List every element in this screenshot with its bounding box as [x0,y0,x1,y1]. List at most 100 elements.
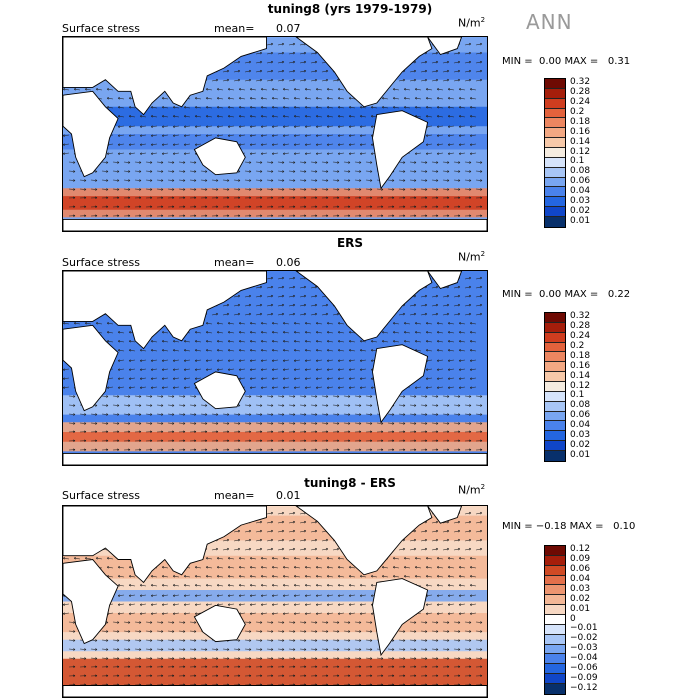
colorbar-swatch [545,624,565,635]
continent-outline [63,90,119,178]
colorbar-swatch [545,451,565,461]
colorbar-swatch [545,674,565,685]
wind-stress-vectors [63,276,483,461]
colorbar-tick-label: 0.28 [570,321,591,332]
panel-2-variable: Surface stress [62,256,140,269]
panel-3-colorbar [544,545,566,695]
colorbar-tick-label: 0.02 [570,593,591,604]
stress-field-band [63,196,487,210]
stress-field-band [63,658,487,686]
colorbar-swatch [545,352,565,363]
colorbar-tick-label: 0.1 [570,156,585,167]
colorbar-swatch [545,157,565,168]
colorbar-swatch [545,431,565,442]
colorbar-tick-label: 0.18 [570,116,591,127]
panel-2-map-svg [63,271,487,465]
colorbar-swatch [545,565,565,576]
panel-1-colorbar [544,78,566,228]
panel-1-mean-label: mean= [214,22,255,35]
colorbar-tick-label: 0.2 [570,107,585,118]
continent-outline [427,506,463,524]
colorbar-swatch [545,362,565,373]
colorbar-tick-label: 0.12 [570,380,591,391]
colorbar-tick-label: 0.18 [570,350,591,361]
colorbar-swatch [545,644,565,655]
colorbar-swatch [545,585,565,596]
colorbar-swatch [545,167,565,178]
continent-outline [193,371,246,410]
colorbar-tick-label: −0.12 [570,682,598,693]
colorbar-swatch [545,342,565,353]
panel-3-units: N/m2 [458,483,486,497]
colorbar-swatch [545,654,565,665]
colorbar-swatch [545,79,565,89]
colorbar-swatch [545,391,565,402]
colorbar-tick-label: 0.24 [570,331,591,342]
stress-field-band [63,161,487,181]
panel-2-title: ERS [336,236,364,250]
stress-field-band [63,395,487,415]
colorbar-tick-label: 0.12 [570,146,591,157]
panel-1-map [62,36,488,232]
season-label: ANN [526,10,573,34]
continent-outline [295,37,433,108]
colorbar-swatch [545,411,565,422]
colorbar-tick-label: 0.09 [570,554,591,565]
panel-3-title: tuning8 - ERS [304,476,396,490]
continent-outline [372,344,429,424]
stress-field-band [63,432,487,442]
colorbar-tick-label: −0.04 [570,652,598,663]
panel-1-units: N/m2 [458,16,486,30]
colorbar-tick-label: −0.01 [570,623,598,634]
panel-1-variable: Surface stress [62,22,140,35]
colorbar-tick-label: 0.24 [570,97,591,108]
continent-outline [63,685,487,697]
colorbar-swatch [545,605,565,616]
colorbar-swatch [545,441,565,452]
colorbar-tick-label: 0.14 [570,136,591,147]
colorbar-tick-label: −0.06 [570,662,598,673]
panel-1-mean-value: 0.07 [276,22,301,35]
colorbar-swatch [545,118,565,129]
colorbar-swatch [545,555,565,566]
colorbar-tick-label: 0.32 [570,77,591,88]
colorbar-tick-label: 0.06 [570,176,591,187]
colorbar-tick-label: 0.04 [570,185,591,196]
continent-outline [427,271,463,290]
colorbar-tick-label: 0.16 [570,360,591,371]
colorbar-swatch [545,322,565,333]
colorbar-tick-label: 0.04 [570,419,591,430]
continent-outline [63,559,119,645]
colorbar-tick-label: −0.03 [570,643,598,654]
colorbar-tick-label: 0.28 [570,87,591,98]
colorbar-tick-label: −0.09 [570,672,598,683]
colorbar-tick-label: 0.12 [570,544,591,555]
colorbar-swatch [545,664,565,675]
colorbar-tick-label: 0.01 [570,449,591,460]
panel-2-mean-value: 0.06 [276,256,301,269]
panel-3-map-svg [63,506,487,697]
continent-outline [63,218,487,231]
colorbar-swatch [545,148,565,158]
colorbar-swatch [545,595,565,606]
colorbar-tick-label: 0.01 [570,215,591,226]
colorbar-swatch [545,88,565,99]
panel-1-min-max: MIN = 0.00 MAX = 0.31 [502,56,631,67]
colorbar-swatch [545,207,565,218]
continent-outline [193,137,246,176]
colorbar-swatch [545,421,565,432]
panel-3-mean-value: 0.01 [276,489,301,502]
colorbar-tick-label: 0.03 [570,429,591,440]
colorbar-tick-label: 0.03 [570,195,591,206]
colorbar-swatch [545,313,565,323]
continent-outline [193,604,246,643]
colorbar-tick-label: 0.01 [570,603,591,614]
continent-outline [63,271,267,350]
colorbar-swatch [545,332,565,343]
colorbar-tick-label: 0.1 [570,390,585,401]
colorbar-swatch [545,197,565,208]
colorbar-tick-label: 0.08 [570,166,591,177]
colorbar-swatch [545,546,565,556]
colorbar-tick-label: 0.06 [570,564,591,575]
panel-2-units: N/m2 [458,250,486,264]
